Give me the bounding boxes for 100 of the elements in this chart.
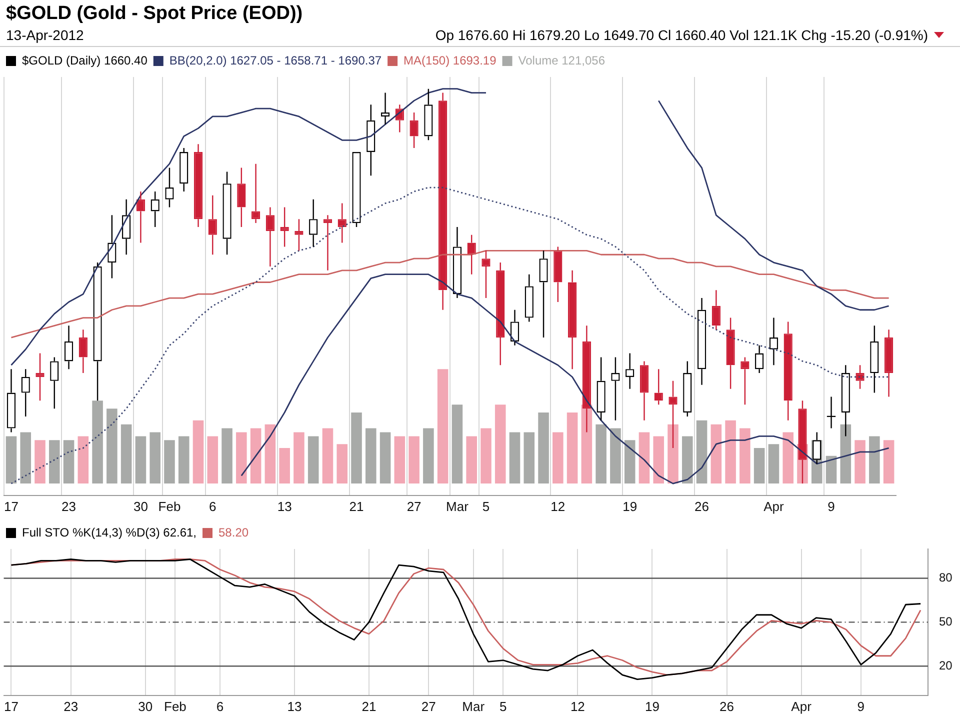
x-tick-label: 9 [857, 698, 865, 714]
bar [63, 440, 74, 484]
candlestick [64, 325, 74, 370]
candlestick [496, 262, 505, 366]
candlestick [870, 325, 879, 394]
bar [34, 440, 46, 484]
bar [668, 424, 678, 484]
candlestick [380, 92, 390, 125]
bar [782, 432, 794, 484]
bar [164, 440, 175, 484]
candlestick [755, 344, 764, 374]
candlestick [294, 218, 304, 252]
x-tick-label: 26 [720, 698, 734, 714]
y-tick-label: 80 [939, 570, 953, 585]
x-tick-label: 27 [406, 498, 422, 514]
bar [524, 432, 535, 484]
candlestick [410, 112, 418, 149]
x-tick-label: 12 [550, 498, 566, 514]
bar [754, 448, 765, 484]
bar [192, 420, 204, 484]
bar [596, 424, 606, 484]
x-tick-label: 19 [644, 698, 660, 714]
candlestick [424, 88, 433, 141]
legend-label: $GOLD (Daily) 1660.40 [22, 53, 148, 68]
x-tick-label: 19 [622, 498, 638, 514]
bar [308, 436, 319, 484]
x-tick-label: 30 [138, 698, 153, 714]
bar [740, 428, 750, 484]
x-tick-label: 13 [277, 498, 292, 514]
bar [380, 432, 391, 484]
bar [394, 436, 406, 484]
candlestick [884, 329, 894, 398]
x-tick-label: 27 [421, 698, 436, 714]
candlestick [122, 198, 131, 256]
candlestick [36, 352, 44, 402]
bar [869, 436, 880, 484]
bar [854, 440, 866, 484]
candlestick [6, 368, 16, 433]
x-tick-label: 23 [64, 698, 78, 714]
x-tick-label: 17 [4, 498, 18, 514]
y-tick-label: 50 [939, 614, 953, 629]
candlestick [510, 309, 520, 346]
candlestick [323, 214, 332, 272]
chart-title: $GOLD (Gold - Spot Price (EOD)) [6, 3, 303, 25]
candlestick [251, 163, 260, 224]
bar [653, 436, 664, 484]
candlestick [208, 194, 217, 256]
x-tick-label: 5 [482, 498, 490, 514]
bar [279, 448, 290, 484]
x-tick-label: Feb [164, 698, 186, 714]
bar [682, 436, 693, 484]
candlestick [78, 329, 88, 374]
x-tick-label: 17 [4, 698, 18, 714]
candlestick [452, 226, 462, 299]
x-tick-label: Apr [764, 498, 784, 514]
bar [768, 444, 780, 484]
bar [610, 428, 621, 484]
candlestick [726, 317, 735, 390]
y-tick-label: 20 [939, 658, 953, 672]
candlestick [712, 290, 720, 330]
bar [452, 404, 463, 484]
bar [696, 420, 708, 484]
candlestick [640, 360, 649, 422]
legend-label: Full STO %K(14,3) %D(3) 62.61, [22, 525, 197, 540]
candlestick [194, 144, 203, 228]
bar [222, 428, 232, 484]
bar [725, 420, 736, 484]
x-tick-label: 21 [362, 698, 376, 714]
legend-label: BB(20,2.0) 1627.05 - 1658.71 - 1690.37 [169, 53, 382, 68]
x-tick-label: 23 [62, 498, 76, 514]
bar [437, 369, 448, 484]
x-tick-label: Feb [158, 498, 181, 514]
legend-label: Volume 121,056 [518, 53, 606, 68]
bar [480, 428, 492, 484]
bar [826, 456, 837, 484]
x-tick-label: Mar [462, 698, 486, 714]
candlestick [438, 92, 448, 310]
x-tick-label: 6 [209, 498, 216, 514]
bar [624, 440, 636, 484]
candlestick [280, 206, 289, 248]
bar [408, 436, 420, 484]
x-tick-label: 26 [694, 498, 710, 514]
x-tick-label: 9 [828, 498, 835, 514]
bar [294, 432, 304, 484]
text: Op 1676.60 Hi 1679.20 Lo 1649.70 Cl 1660.40 Vol 121.1K Chg -15.20 (-0.91%) [435, 27, 928, 43]
candlestick [21, 368, 30, 418]
candlestick [539, 250, 548, 338]
x-tick-label: 6 [216, 698, 224, 714]
bar [106, 408, 118, 484]
candlestick [524, 274, 534, 322]
bar [92, 400, 103, 484]
bar [883, 440, 894, 484]
candlestick [683, 360, 692, 418]
x-tick-label: 5 [500, 698, 507, 714]
candlestick [596, 356, 606, 422]
x-tick-label: 21 [349, 498, 364, 514]
bar [135, 436, 146, 484]
candlestick [826, 396, 836, 429]
bar [566, 412, 578, 484]
bar [20, 432, 32, 484]
